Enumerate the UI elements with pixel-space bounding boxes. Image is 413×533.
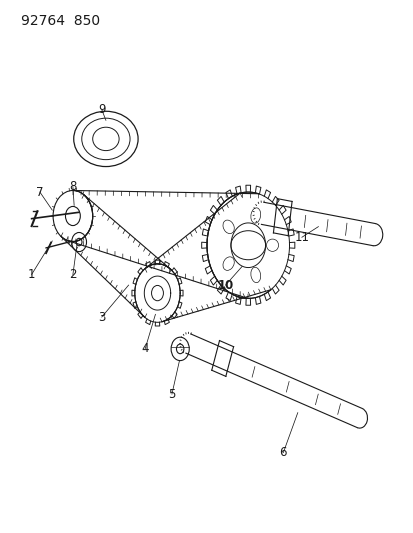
Text: 2: 2: [69, 268, 76, 281]
Text: 1: 1: [28, 268, 35, 281]
Text: 92764  850: 92764 850: [21, 14, 100, 28]
Text: 6: 6: [279, 446, 286, 459]
Text: 7: 7: [36, 185, 43, 199]
Text: 4: 4: [141, 342, 149, 356]
Text: 8: 8: [69, 180, 76, 193]
Text: 3: 3: [98, 311, 105, 324]
Text: 11: 11: [294, 231, 309, 244]
Text: 5: 5: [168, 387, 175, 401]
Text: 10: 10: [217, 279, 233, 292]
Text: 9: 9: [98, 103, 105, 116]
